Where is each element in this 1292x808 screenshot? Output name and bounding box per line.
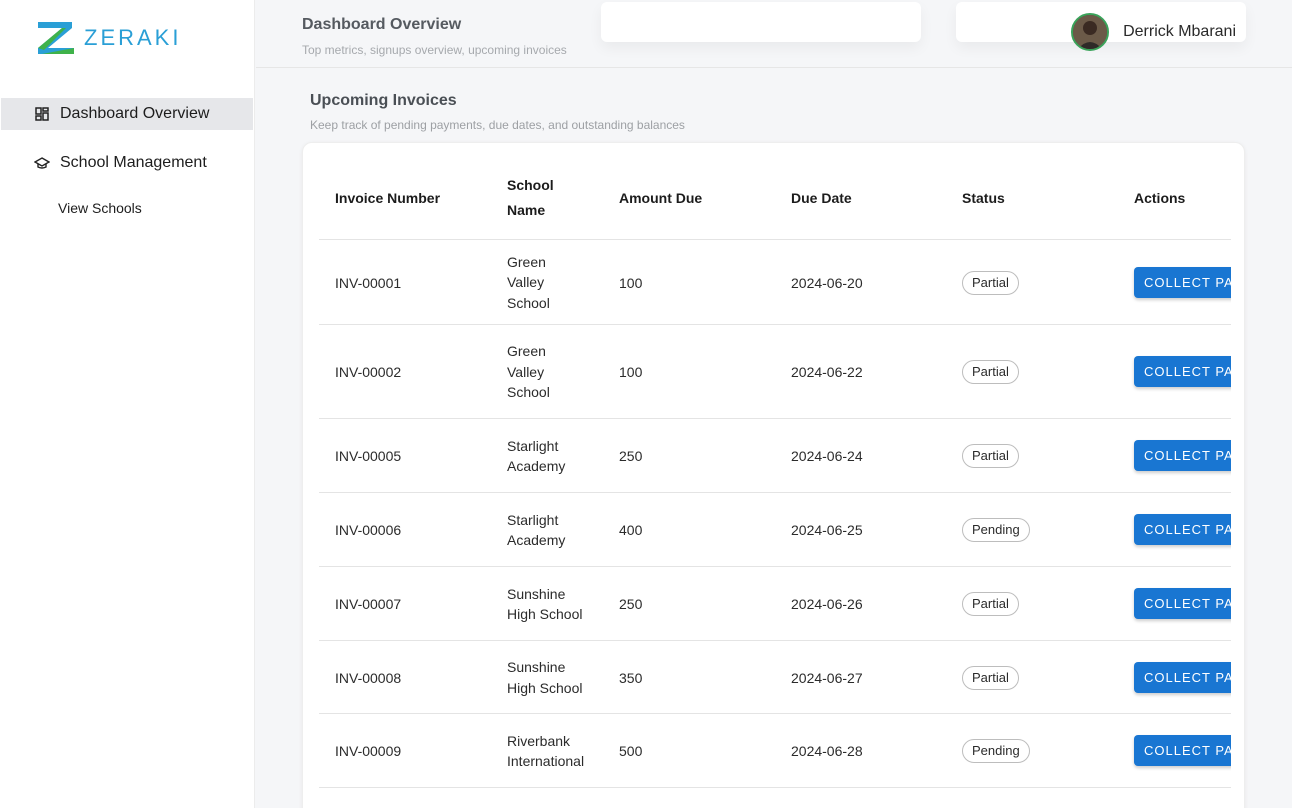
- status-badge: Partial: [962, 360, 1019, 384]
- due-date: 2024-06-24: [791, 448, 863, 464]
- avatar[interactable]: [1071, 13, 1110, 51]
- collect-payment-button[interactable]: COLLECT PAYMENT: [1134, 440, 1231, 471]
- sidebar-item-school-management[interactable]: School Management: [1, 147, 253, 179]
- due-date: 2024-06-27: [791, 669, 863, 686]
- invoice-number: INV-00006: [335, 522, 402, 538]
- due-date: 2024-06-26: [791, 596, 863, 612]
- column-header-school-name-line2[interactable]: Name: [507, 202, 546, 218]
- amount-due: 250: [619, 596, 643, 612]
- school-name-line: Academy: [507, 532, 566, 548]
- school-name-line: Sunshine: [507, 585, 566, 602]
- column-header-status[interactable]: Status: [962, 190, 1005, 206]
- amount-due: 250: [619, 448, 643, 464]
- collect-payment-button[interactable]: COLLECT PAYMENT: [1134, 735, 1231, 766]
- table-row[interactable]: INV-00007 Sunshine High School 250 2024-06-2…: [319, 567, 1231, 641]
- dashboard-icon: [34, 106, 50, 122]
- collect-payment-button[interactable]: COLLECT PAYMENT: [1134, 266, 1231, 298]
- table-row[interactable]: INV-00009 Riverbank International 500 2024-0…: [319, 714, 1231, 788]
- column-header-actions: Actions: [1134, 190, 1186, 206]
- section-title: Upcoming Invoices: [310, 92, 457, 109]
- invoice-number: INV-00008: [335, 669, 402, 686]
- invoices-table[interactable]: Invoice Number School Name Amount Due Du…: [319, 143, 1231, 808]
- school-name-line: High School: [507, 679, 583, 696]
- invoice-number: INV-00002: [335, 364, 402, 380]
- table-row[interactable]: INV-00002 Green Valley School 100 2024-06-22 P…: [319, 325, 1231, 419]
- invoice-number: INV-00007: [335, 596, 402, 612]
- column-header-due-date[interactable]: Due Date: [791, 190, 852, 206]
- school-name-line: International: [507, 753, 585, 769]
- due-date: 2024-06-28: [791, 743, 863, 759]
- sidebar-item-label: School Management: [60, 154, 207, 171]
- column-header-school-name-line1[interactable]: School: [507, 177, 554, 193]
- metric-card-placeholder: [601, 2, 921, 42]
- table-row[interactable]: INV-00006 Starlight Academy 400 2024-06-25 Pe…: [319, 493, 1231, 567]
- school-name-line: Starlight: [507, 437, 559, 454]
- school-name-line: Green: [507, 343, 546, 360]
- column-header-invoice-number[interactable]: Invoice Number: [335, 190, 441, 206]
- school-name-line: Academy: [507, 458, 566, 474]
- amount-due: 100: [619, 274, 643, 291]
- invoice-number: INV-00009: [335, 743, 402, 759]
- top-bar: Dashboard Overview Top metrics, signups …: [256, 0, 1292, 68]
- page-subtitle: Top metrics, signups overview, upcoming …: [302, 43, 567, 57]
- sidebar-item-dashboard-overview[interactable]: Dashboard Overview: [1, 98, 253, 130]
- sidebar-item-label: Dashboard Overview: [60, 105, 210, 122]
- user-name: Derrick Mbarani: [1123, 23, 1236, 40]
- collect-payment-button[interactable]: COLLECT PAYMENT: [1134, 661, 1231, 693]
- school-name-line: Valley: [507, 363, 545, 380]
- brand-name: ZERAKI: [84, 25, 182, 50]
- status-badge: Pending: [962, 739, 1030, 763]
- amount-due: 400: [619, 522, 643, 538]
- sidebar: ZERAKI Dashboard Overview School Managem…: [0, 0, 255, 808]
- collect-payment-button[interactable]: COLLECT PAYMENT: [1134, 514, 1231, 545]
- status-badge: Partial: [962, 665, 1019, 690]
- column-header-amount-due[interactable]: Amount Due: [619, 190, 703, 206]
- school-name-line: School: [507, 384, 550, 401]
- due-date: 2024-06-22: [791, 364, 863, 380]
- school-name-line: Valley: [507, 274, 545, 291]
- amount-due: 500: [619, 743, 643, 759]
- status-badge: Partial: [962, 444, 1019, 468]
- collect-payment-button[interactable]: COLLECT PAYMENT: [1134, 356, 1231, 387]
- school-name-line: School: [507, 294, 550, 311]
- school-name-line: Starlight: [507, 511, 559, 528]
- zeraki-logo[interactable]: ZERAKI: [36, 20, 181, 56]
- invoice-number: INV-00005: [335, 448, 402, 464]
- school-name-line: Riverbank: [507, 732, 571, 749]
- page-title: Dashboard Overview: [302, 16, 462, 33]
- invoices-card: Invoice Number School Name Amount Due Du…: [302, 142, 1245, 808]
- due-date: 2024-06-20: [791, 274, 863, 291]
- status-badge: Pending: [962, 518, 1030, 542]
- table-row[interactable]: INV-00001 Green Valley School 100 2024-06-20 P…: [319, 240, 1231, 325]
- status-badge: Partial: [962, 270, 1019, 295]
- amount-due: 100: [619, 364, 643, 380]
- school-name-line: High School: [507, 606, 583, 622]
- zeraki-logo-icon: [38, 22, 74, 54]
- table-row[interactable]: INV-00008 Sunshine High School 350 2024-06-2…: [319, 641, 1231, 714]
- table-header: Invoice Number School Name Amount Due Du…: [319, 143, 1231, 240]
- invoice-number: INV-00001: [335, 274, 402, 291]
- amount-due: 350: [619, 669, 643, 686]
- section-subtitle: Keep track of pending payments, due date…: [310, 118, 685, 132]
- collect-payment-button[interactable]: COLLECT PAYMENT: [1134, 588, 1231, 619]
- due-date: 2024-06-25: [791, 522, 863, 538]
- school-name-line: Sunshine: [507, 659, 566, 675]
- status-badge: Partial: [962, 592, 1019, 616]
- user-profile[interactable]: Derrick Mbarani: [1071, 13, 1236, 51]
- sidebar-subitem-view-schools[interactable]: View Schools: [58, 200, 142, 216]
- school-name-line: Green: [507, 253, 546, 270]
- table-row[interactable]: INV-00005 Starlight Academy 250 2024-06-24 Pa…: [319, 419, 1231, 493]
- graduation-cap-icon: [34, 155, 50, 171]
